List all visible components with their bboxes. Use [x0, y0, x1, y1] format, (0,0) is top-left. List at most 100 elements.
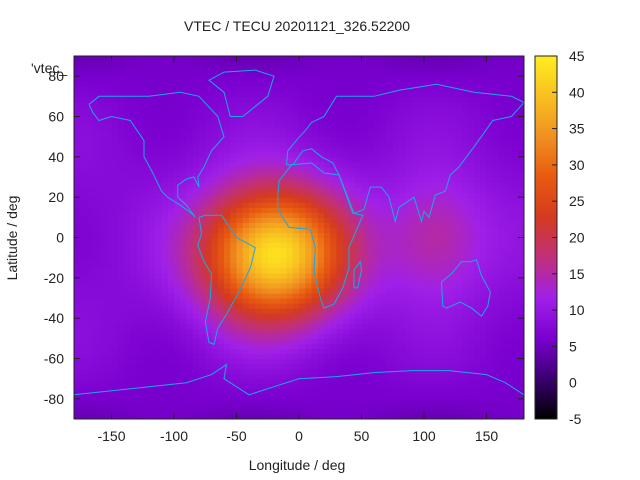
- heatmap-cell: [399, 408, 406, 415]
- heatmap-cell: [411, 373, 419, 380]
- heatmap-cell: [511, 217, 519, 223]
- heatmap-cell: [105, 363, 113, 370]
- heatmap-cell: [136, 76, 144, 82]
- heatmap-cell: [380, 353, 388, 360]
- heatmap-cell: [230, 141, 238, 148]
- heatmap-cell: [161, 76, 169, 82]
- heatmap-cell: [274, 227, 281, 234]
- heatmap-cell: [405, 393, 413, 400]
- heatmap-cell: [417, 86, 425, 92]
- heatmap-cell: [367, 111, 375, 118]
- heatmap-cell: [461, 192, 469, 198]
- heatmap-cell: [305, 232, 313, 239]
- heatmap-cell: [111, 126, 119, 133]
- heatmap-cell: [99, 71, 106, 77]
- heatmap-cell: [336, 86, 344, 92]
- heatmap-cell: [242, 182, 250, 188]
- heatmap-cell: [430, 96, 438, 102]
- heatmap-cell: [155, 308, 163, 314]
- heatmap-cell: [149, 272, 156, 279]
- heatmap-cell: [349, 338, 356, 344]
- heatmap-cell: [142, 378, 150, 385]
- heatmap-cell: [392, 197, 400, 203]
- heatmap-cell: [99, 81, 106, 87]
- heatmap-cell: [286, 403, 294, 410]
- heatmap-cell: [292, 368, 300, 375]
- heatmap-cell: [236, 116, 244, 123]
- heatmap-cell: [336, 202, 344, 208]
- heatmap-cell: [349, 111, 356, 118]
- heatmap-cell: [492, 318, 500, 324]
- heatmap-cell: [124, 131, 131, 138]
- heatmap-cell: [399, 131, 406, 138]
- heatmap-cell: [130, 308, 138, 314]
- heatmap-cell: [517, 217, 524, 223]
- heatmap-cell: [367, 126, 375, 133]
- heatmap-cell: [467, 303, 475, 309]
- heatmap-cell: [217, 388, 225, 395]
- heatmap-cell: [367, 166, 375, 173]
- heatmap-cell: [486, 81, 494, 87]
- heatmap-cell: [80, 217, 88, 223]
- heatmap-cell: [430, 202, 438, 208]
- heatmap-cell: [186, 217, 194, 223]
- heatmap-cell: [192, 121, 200, 128]
- heatmap-cell: [224, 106, 231, 113]
- heatmap-cell: [499, 202, 506, 208]
- heatmap-cell: [261, 187, 269, 193]
- heatmap-cell: [236, 353, 244, 360]
- heatmap-cell: [267, 363, 275, 370]
- heatmap-cell: [380, 358, 388, 365]
- heatmap-cell: [267, 166, 275, 173]
- heatmap-cell: [480, 338, 488, 344]
- heatmap-cell: [236, 161, 244, 168]
- heatmap-cell: [455, 378, 463, 385]
- heatmap-cell: [274, 277, 281, 284]
- heatmap-cell: [255, 413, 263, 419]
- heatmap-cell: [224, 197, 231, 203]
- heatmap-cell: [449, 383, 456, 390]
- heatmap-cell: [286, 363, 294, 370]
- heatmap-cell: [149, 378, 156, 385]
- heatmap-cell: [124, 292, 131, 299]
- heatmap-cell: [292, 101, 300, 108]
- heatmap-cell: [136, 66, 144, 72]
- heatmap-cell: [124, 343, 131, 350]
- heatmap-cell: [274, 298, 281, 304]
- heatmap-cell: [492, 136, 500, 143]
- heatmap-cell: [111, 182, 119, 188]
- heatmap-cell: [99, 146, 106, 153]
- heatmap-cell: [499, 141, 506, 148]
- heatmap-cell: [305, 227, 313, 234]
- heatmap-cell: [117, 247, 125, 254]
- heatmap-cell: [249, 363, 256, 370]
- heatmap-cell: [249, 101, 256, 108]
- heatmap-cell: [130, 192, 138, 198]
- heatmap-cell: [299, 182, 306, 188]
- heatmap-cell: [517, 242, 524, 249]
- heatmap-cell: [449, 242, 456, 249]
- heatmap-cell: [474, 207, 481, 213]
- heatmap-cell: [267, 318, 275, 324]
- heatmap-cell: [205, 66, 213, 72]
- heatmap-cell: [299, 403, 306, 410]
- heatmap-cell: [255, 217, 263, 223]
- heatmap-cell: [330, 121, 338, 128]
- heatmap-cell: [105, 282, 113, 289]
- heatmap-cell: [455, 257, 463, 264]
- heatmap-cell: [167, 303, 175, 309]
- heatmap-cell: [349, 257, 356, 264]
- heatmap-cell: [342, 171, 350, 178]
- heatmap-cell: [74, 71, 81, 77]
- heatmap-cell: [224, 262, 231, 269]
- heatmap-cell: [511, 303, 519, 309]
- heatmap-cell: [224, 222, 231, 229]
- heatmap-cell: [242, 252, 250, 259]
- heatmap-cell: [355, 267, 363, 274]
- heatmap-cell: [186, 303, 194, 309]
- heatmap-cell: [174, 393, 181, 400]
- heatmap-cell: [480, 96, 488, 102]
- heatmap-cell: [330, 131, 338, 138]
- heatmap-cell: [155, 207, 163, 213]
- heatmap-cell: [161, 277, 169, 284]
